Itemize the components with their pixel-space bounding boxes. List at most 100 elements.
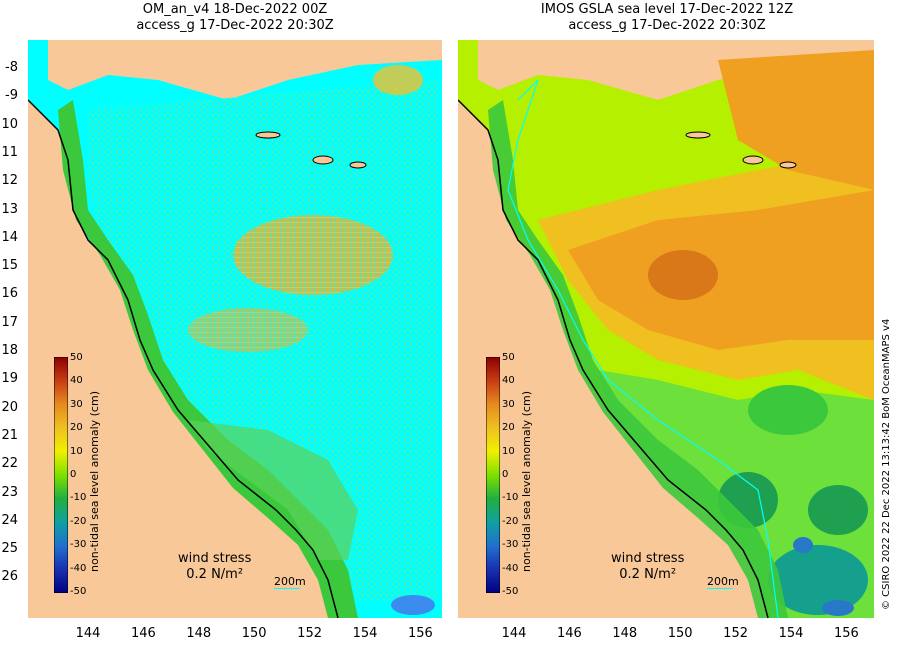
left-colorbar (54, 357, 68, 593)
left-wind-legend: wind stress 0.2 N/m² (178, 551, 251, 583)
colorbar-tick-label: 40 (502, 375, 515, 387)
lat-tick-label: -8 (5, 60, 18, 75)
right-wind-label: wind stress (611, 551, 685, 566)
colorbar-tick-label: -30 (502, 539, 519, 551)
right-map-panel (458, 40, 874, 618)
left-lon-tick-label: 154 (352, 626, 378, 641)
anomaly-high-2 (188, 308, 308, 352)
low-spot-1 (793, 537, 813, 553)
right-lon-tick-label: 144 (501, 626, 527, 641)
right-title-line2: access_g 17-Dec-2022 20:30Z (568, 18, 766, 33)
colorbar-tick-label: 10 (70, 445, 83, 457)
lat-tick-label: 10 (1, 116, 18, 132)
colorbar-tick-label: -20 (502, 515, 519, 527)
left-scale-line (274, 588, 300, 589)
left-wind-label: wind stress (178, 551, 252, 566)
colorbar-tick-label: 20 (70, 422, 83, 434)
colorbar-tick-label: -20 (70, 515, 87, 527)
anomaly-peak (648, 250, 718, 300)
right-lon-tick-label: 156 (833, 626, 859, 641)
lat-tick-label: 20 (1, 399, 18, 415)
right-wind-value: 0.2 N/m² (619, 567, 677, 582)
left-title-line1: OM_an_v4 18-Dec-2022 00Z (142, 2, 328, 17)
lat-tick-label: 16 (1, 286, 18, 302)
lat-tick-label: -9 (5, 88, 18, 104)
coastline (28, 99, 339, 618)
lat-tick-label: 19 (1, 371, 18, 387)
right-lon-tick-label: 146 (556, 626, 582, 641)
low-zone (768, 545, 868, 615)
colorbar-tick-label: -30 (70, 539, 87, 551)
right-colorbar (486, 357, 500, 593)
left-map-panel (28, 40, 442, 618)
low-spot-2 (822, 600, 854, 616)
colorbar-tick-label: 50 (70, 352, 83, 363)
shelf-contour (507, 79, 779, 618)
left-lon-tick-label: 152 (297, 626, 322, 641)
left-title-line2: access_g 17-Dec-2022 20:30Z (136, 18, 334, 33)
anomaly-high (568, 190, 874, 350)
left-map-svg (28, 40, 442, 618)
lat-tick-label: 18 (1, 343, 18, 358)
colorbar-tick-label: -50 (70, 586, 87, 597)
right-scale-label: 200m (707, 575, 739, 588)
lat-tick-label: 13 (1, 201, 18, 217)
lat-tick-label: 22 (1, 456, 18, 472)
credit-text: © CSIRO 2022 22 Dec 2022 13:13:42 BoM Oc… (881, 318, 892, 610)
anomaly-high-3 (373, 65, 423, 95)
colorbar-tick-label: -40 (502, 562, 519, 574)
island-3 (255, 131, 281, 139)
left-lon-tick-label: 156 (407, 626, 433, 641)
left-colorbar-title: non-tidal sea level anomaly (cm) (88, 391, 101, 572)
right-wind-legend: wind stress 0.2 N/m² (611, 551, 684, 583)
colorbar-tick-label: -10 (502, 492, 519, 504)
coastline (458, 99, 769, 618)
right-lon-tick-label: 152 (723, 626, 748, 641)
colorbar-tick-label: -10 (70, 492, 87, 504)
right-lon-tick-label: 150 (667, 626, 693, 641)
island-2 (349, 161, 367, 169)
colorbar-tick-label: 30 (70, 398, 83, 410)
anomaly-low-spot (391, 595, 435, 615)
left-lon-tick-label: 150 (241, 626, 267, 641)
colorbar-tick-label: 40 (70, 375, 83, 387)
left-lon-tick-label: 148 (186, 626, 212, 641)
colorbar-tick-label: -40 (70, 562, 87, 574)
green-eddy-3 (808, 485, 868, 535)
right-title-line1: IMOS GSLA sea level 17-Dec-2022 12Z (540, 2, 794, 17)
right-lon-tick-label: 154 (778, 626, 804, 641)
lat-tick-label: 21 (1, 427, 18, 443)
lat-tick-label: 11 (1, 144, 18, 160)
colorbar-tick-label: 0 (70, 469, 77, 480)
anomaly-high-north (718, 50, 874, 190)
coastal-shelf (488, 100, 788, 618)
lat-tick-label: 23 (1, 484, 18, 500)
left-lon-tick-label: 146 (130, 626, 156, 641)
southern-green-zone (188, 420, 358, 560)
papua-land (48, 40, 442, 100)
colorbar-tick-label: -50 (502, 586, 519, 597)
left-wind-value: 0.2 N/m² (186, 567, 244, 582)
island-3 (685, 131, 711, 139)
island-1 (312, 155, 334, 165)
papua-land (478, 40, 874, 100)
colorbar-tick-label: 0 (502, 469, 509, 480)
colorbar-tick-label: 10 (502, 445, 515, 457)
colorbar-tick-label: 50 (502, 352, 515, 363)
left-map-title: OM_an_v4 18-Dec-2022 00Z access_g 17-Dec… (30, 2, 440, 34)
lat-tick-label: 14 (1, 229, 18, 245)
lat-tick-label: 12 (1, 173, 18, 189)
lat-tick-label: 25 (1, 541, 18, 557)
right-colorbar-title: non-tidal sea level anomaly (cm) (520, 391, 533, 572)
green-eddy-1 (748, 385, 828, 435)
colorbar-tick-label: 30 (502, 398, 515, 410)
right-lon-tick-label: 148 (612, 626, 638, 641)
left-scale-label: 200m (274, 575, 306, 588)
lat-tick-label: 17 (1, 314, 18, 330)
lat-tick-label: 24 (1, 512, 18, 528)
island-1 (742, 155, 764, 165)
lat-tick-label: 15 (1, 258, 18, 274)
left-lon-tick-label: 144 (75, 626, 101, 641)
right-scale-line (707, 588, 733, 589)
colorbar-tick-label: 20 (502, 422, 515, 434)
